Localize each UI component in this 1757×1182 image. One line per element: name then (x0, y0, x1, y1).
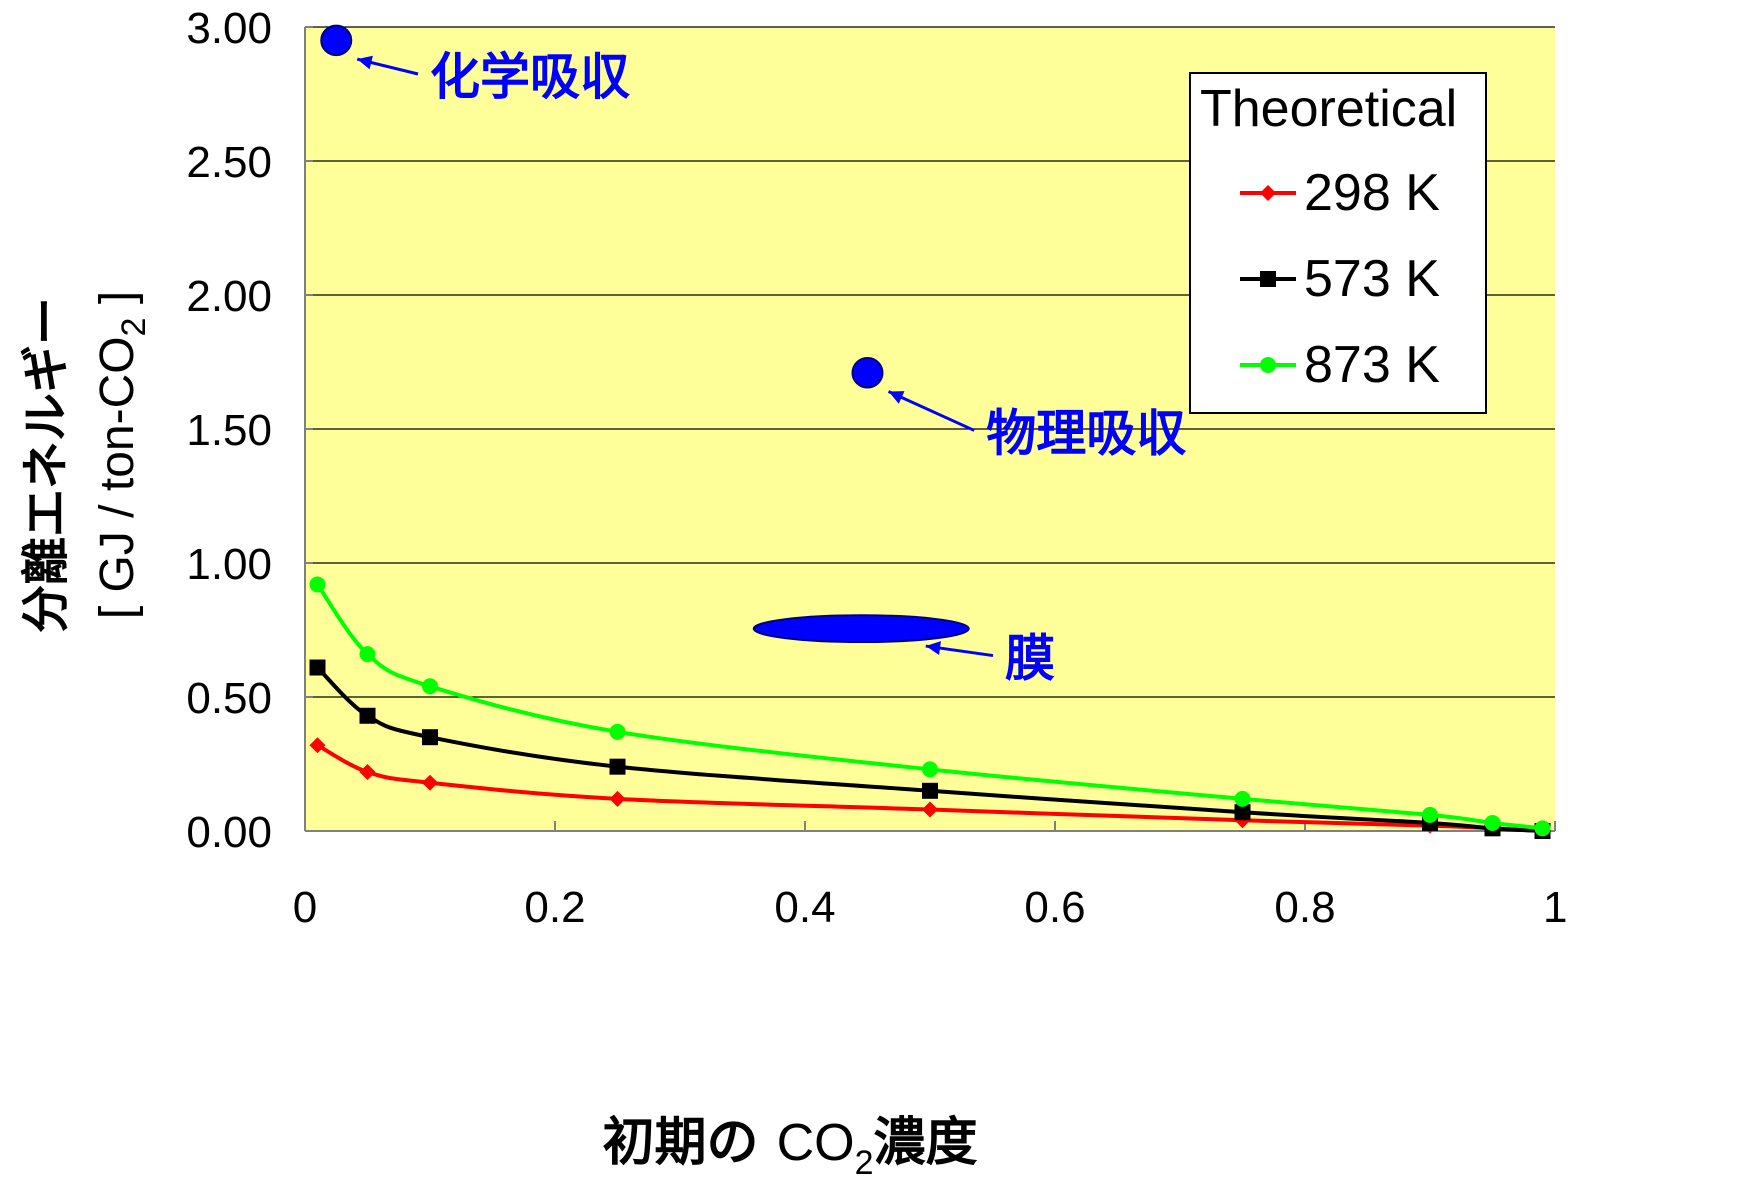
legend-label: 573 K (1304, 250, 1440, 308)
x-tick-label: 1 (1543, 883, 1567, 932)
data-point (1260, 271, 1276, 287)
data-point (609, 790, 626, 807)
annotation-arrowhead (357, 55, 373, 70)
y-axis-label: 分離エネルギー (18, 297, 74, 633)
data-point (1484, 814, 1501, 831)
x-axis-label: 初期の CO2濃度 (602, 1113, 977, 1182)
y-tick-label: 0.50 (186, 674, 272, 723)
y-tick-label: 1.50 (186, 406, 272, 455)
data-point (609, 723, 626, 740)
data-point (1234, 804, 1251, 821)
data-point (422, 729, 438, 746)
data-point (922, 801, 938, 818)
annotation-label: 膜 (1005, 630, 1055, 688)
legend-item: 873 K (1240, 336, 1440, 394)
annotation-arrowhead (925, 641, 941, 655)
legend-label: 298 K (1304, 164, 1440, 222)
x-tick-label: 0.4 (774, 883, 835, 932)
annotation-arrow (887, 390, 975, 432)
data-point (359, 646, 376, 663)
y-tick-label: 2.50 (186, 138, 272, 187)
data-point (309, 737, 326, 754)
legend-box (1189, 72, 1487, 414)
data-point (1234, 790, 1251, 807)
data-point (1260, 185, 1276, 201)
data-point (422, 678, 438, 695)
y-axis-unit-suffix: ] (91, 291, 144, 318)
y-axis-label-line1: 分離エネルギー (18, 297, 74, 633)
legend-label: 873 K (1304, 336, 1440, 394)
series (309, 576, 1551, 839)
data-point (309, 576, 326, 593)
axes (304, 26, 1556, 832)
gridlines (305, 26, 1555, 698)
data-point (309, 659, 326, 676)
x-axis-label-co: CO (777, 1114, 855, 1172)
data-point (359, 707, 376, 724)
legend-items: 298 K 573 K 873 K (1240, 164, 1440, 394)
y-axis-unit-subscript: 2 (115, 318, 153, 337)
x-axis-label-suffix: 濃度 (874, 1113, 978, 1173)
x-axis-label-prefix: 初期の (602, 1113, 776, 1173)
legend-item: 573 K (1240, 250, 1440, 308)
data-point (359, 764, 376, 781)
data-point (922, 761, 938, 778)
data-point (609, 758, 626, 775)
annotation-marker (851, 356, 884, 389)
x-tick-label: 0 (293, 883, 317, 932)
data-point (422, 774, 438, 791)
annotation-arrowhead (888, 391, 905, 404)
annotation-marker (752, 614, 970, 644)
y-tick-label: 3.00 (186, 4, 272, 53)
data-point (1534, 820, 1551, 837)
y-tick-label: 0.00 (186, 808, 272, 857)
series-873-k (309, 576, 1551, 837)
x-tick-label: 0.6 (1024, 883, 1085, 932)
annotation-label: 化学吸収 (430, 48, 630, 106)
y-axis-label-line2: [ GJ / ton-CO2 ] (91, 291, 153, 619)
y-axis-unit-prefix: [ GJ / ton-CO (91, 336, 144, 619)
x-tick-label: 0.8 (1274, 883, 1335, 932)
y-tick-label: 1.00 (186, 540, 272, 589)
y-tick-labels: 0.00 0.50 1.00 1.50 2.00 2.50 3.00 (186, 4, 272, 857)
legend: Theoretical 298 K 573 K 873 K (1189, 72, 1487, 414)
data-point (922, 782, 938, 799)
data-point (1260, 357, 1276, 373)
legend-title: Theoretical (1200, 80, 1457, 138)
y-axis-unit: [ GJ / ton-CO2 ] (91, 291, 153, 619)
x-tick-labels: 0 0.2 0.4 0.6 0.8 1 (293, 883, 1568, 932)
annotation-label: 物理吸収 (986, 404, 1186, 462)
legend-item: 298 K (1240, 164, 1440, 222)
annotation-marker (320, 24, 353, 57)
x-tick-label: 0.2 (524, 883, 585, 932)
data-point (1422, 806, 1438, 823)
y-tick-label: 2.00 (186, 272, 272, 321)
x-axis-label-subscript: 2 (855, 1144, 874, 1182)
